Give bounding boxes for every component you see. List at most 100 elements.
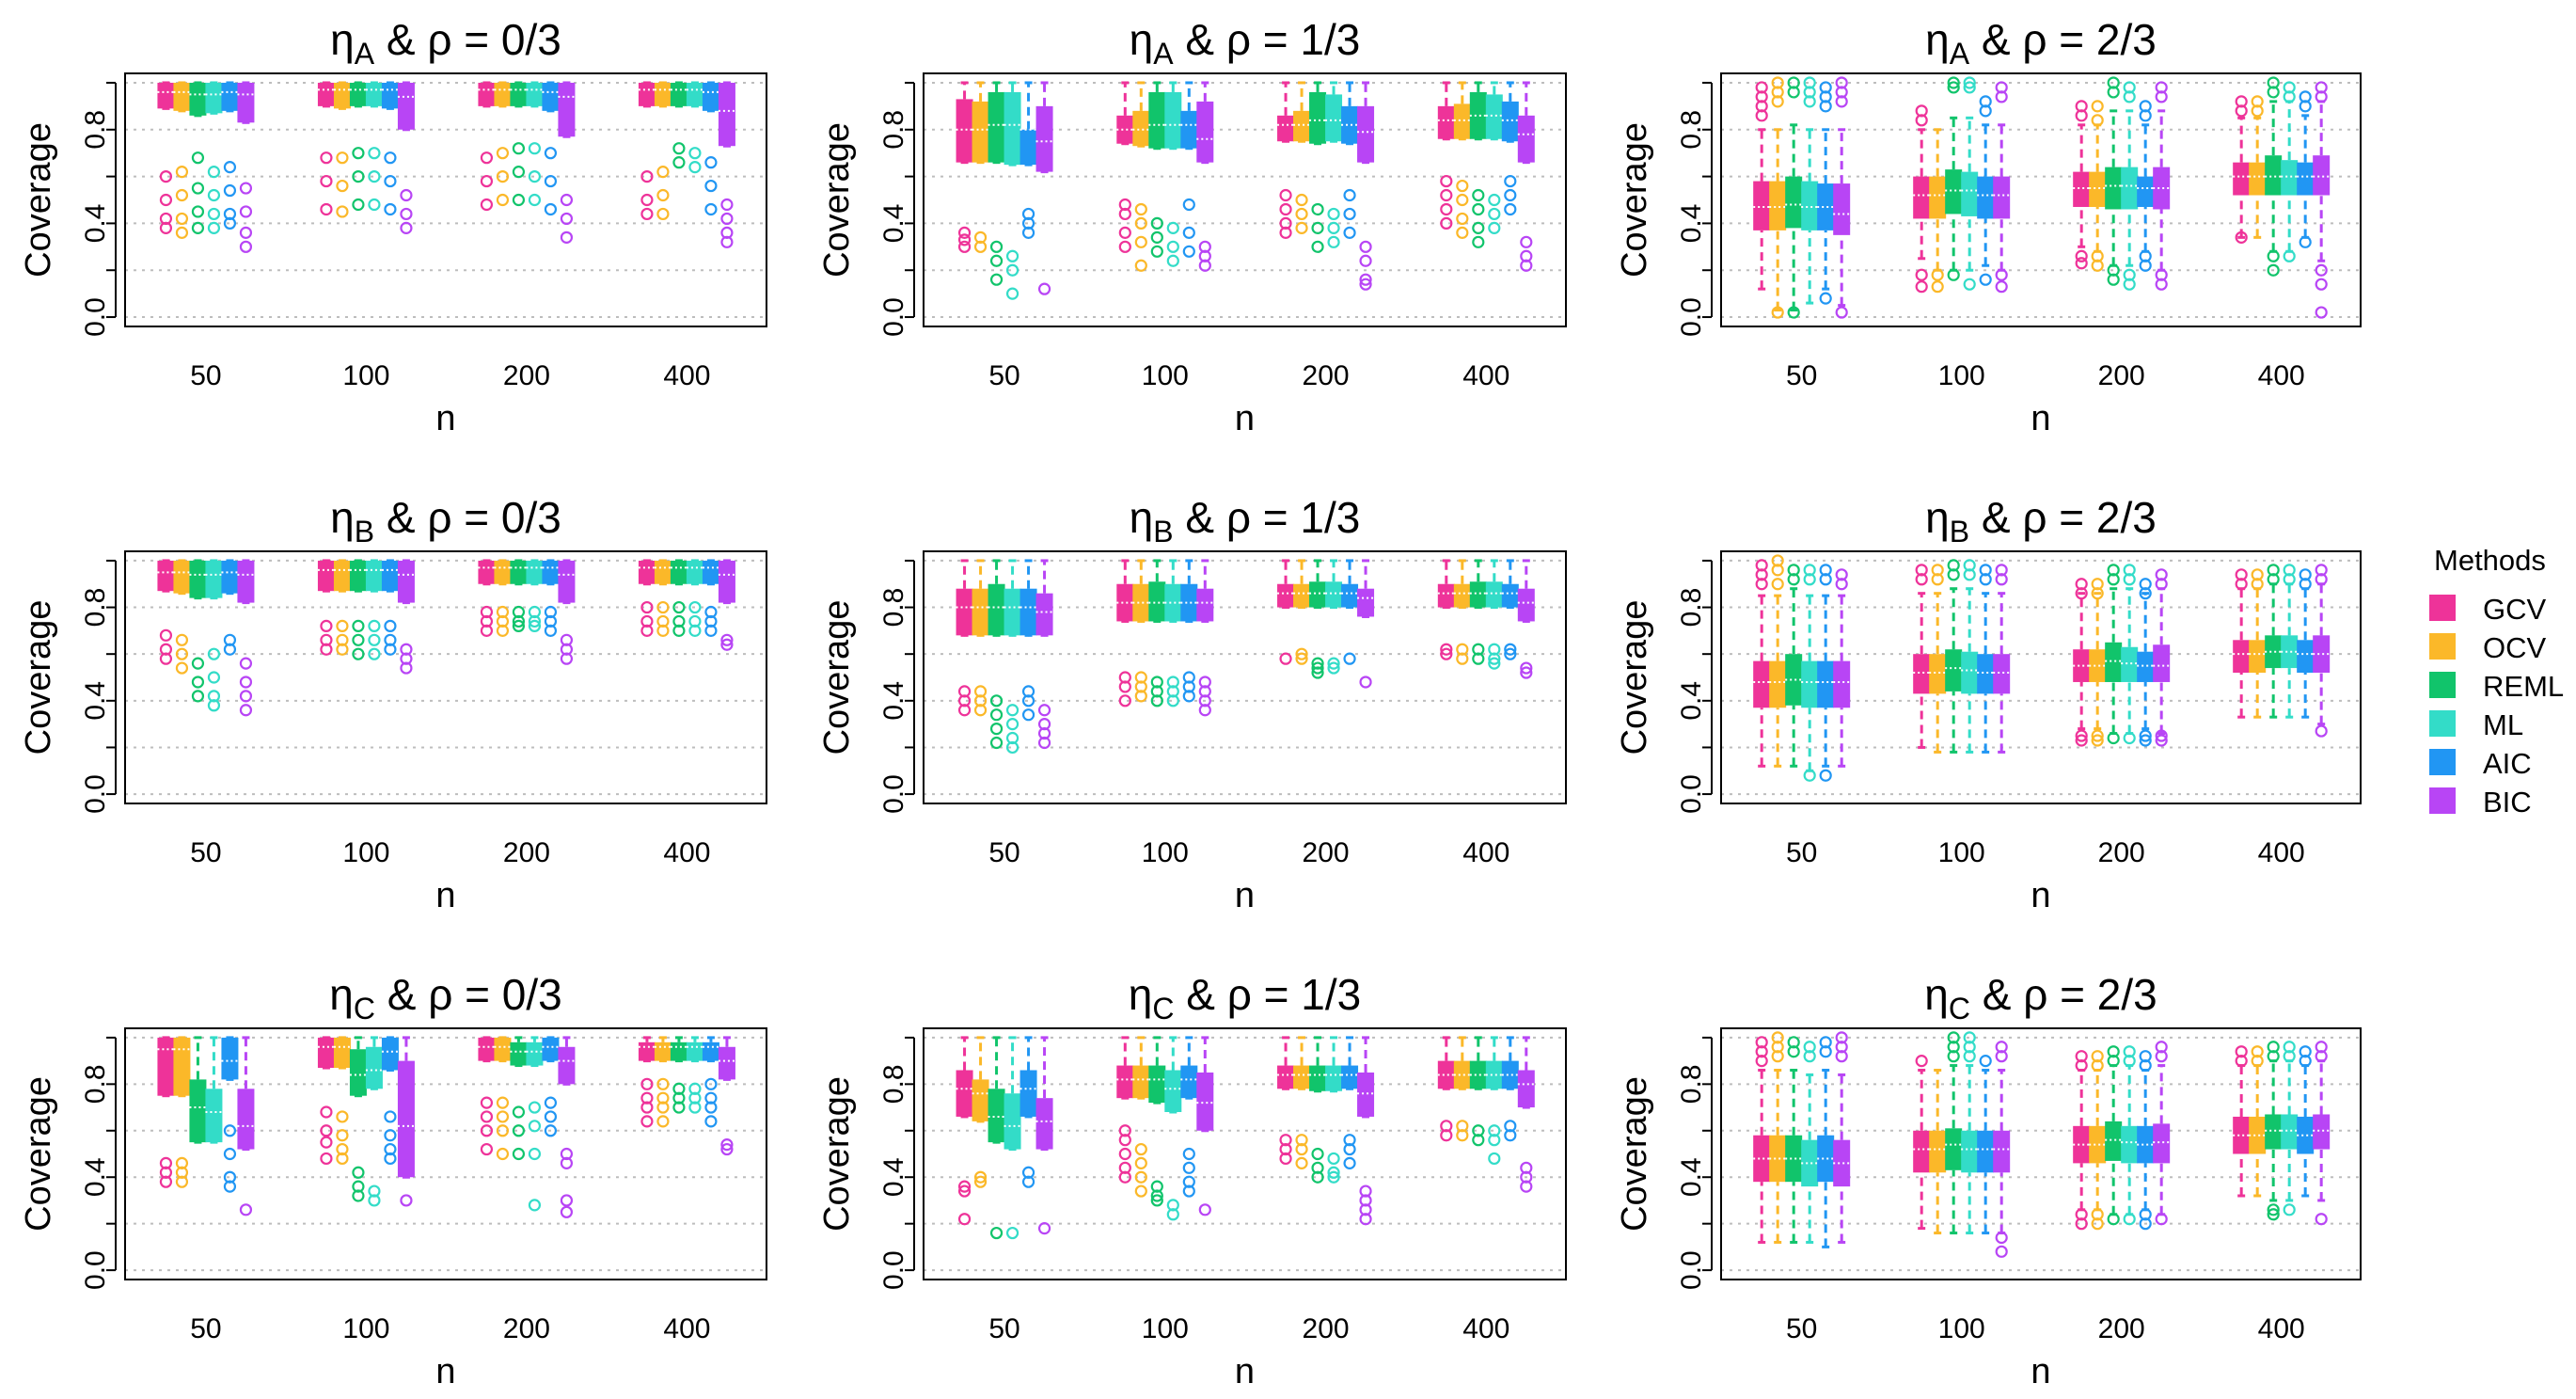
outlier-point xyxy=(1755,109,1768,122)
x-tick-label: 400 xyxy=(1462,837,1509,868)
outlier-point xyxy=(560,1194,574,1207)
outlier-point xyxy=(672,600,686,614)
box-body xyxy=(1019,1070,1037,1117)
box-body xyxy=(2121,646,2139,682)
box-ml-n200 xyxy=(1325,1036,1343,1184)
outlier-point xyxy=(2299,1045,2312,1058)
outlier-point xyxy=(1819,573,1832,586)
outlier-point xyxy=(1488,652,1501,665)
outlier-point xyxy=(1343,1134,1356,1147)
outlier-point xyxy=(1134,235,1147,248)
outlier-point xyxy=(512,166,526,179)
outlier-point xyxy=(400,188,413,202)
outlier-point xyxy=(2283,1203,2296,1216)
plot-frame xyxy=(1720,1027,2362,1280)
y-tick-label: 0.8 xyxy=(1676,1064,1707,1104)
y-tick-label: 0.0 xyxy=(1676,1250,1707,1290)
outlier-point xyxy=(2139,1217,2152,1231)
outlier-point xyxy=(1150,694,1163,707)
outlier-point xyxy=(656,1091,670,1105)
outlier-point xyxy=(159,652,173,665)
outlier-point xyxy=(1440,647,1453,660)
box-bic-n400 xyxy=(2313,564,2331,738)
box-body xyxy=(1180,583,1198,622)
legend-swatch-reml xyxy=(2429,672,2456,698)
outlier-point xyxy=(720,638,734,651)
outlier-point xyxy=(544,1110,558,1123)
outlier-point xyxy=(1359,1184,1372,1198)
box-ml-n50 xyxy=(205,81,223,234)
panel-etaC-rho-1-3: ηC & ρ = 1/3 0.0 0.4 0.8 Coverage 50 100 200 400… xyxy=(817,970,1567,1391)
box-aic-n50 xyxy=(1019,1036,1037,1188)
y-tick-label: 0.4 xyxy=(878,204,909,244)
box-body xyxy=(1180,1065,1198,1099)
box-body xyxy=(2073,1125,2091,1164)
box-bic-n400 xyxy=(1517,559,1535,679)
box-gcv-n100 xyxy=(317,1036,335,1166)
outlier-point xyxy=(2267,1050,2280,1063)
outlier-point xyxy=(544,1096,558,1109)
title-eta-subscript: B xyxy=(1153,515,1173,548)
y-tick-label: 0.0 xyxy=(878,774,909,814)
box-body xyxy=(670,1041,687,1061)
outlier-point xyxy=(352,1180,365,1193)
box-bic-n100 xyxy=(1196,81,1214,272)
box-body xyxy=(1913,176,1931,219)
panel-title: ηA & ρ = 1/3 xyxy=(1130,15,1361,71)
box-ml-n50 xyxy=(205,559,223,712)
x-tick-label: 50 xyxy=(1786,1313,1817,1344)
box-ocv-n100 xyxy=(333,1036,351,1166)
box-reml-n50 xyxy=(988,1036,1005,1240)
outlier-point xyxy=(320,1124,333,1137)
outlier-point xyxy=(560,193,574,207)
box-body xyxy=(381,560,399,592)
outlier-point xyxy=(957,233,972,246)
outlier-point xyxy=(1021,1166,1035,1179)
box-body xyxy=(237,82,255,123)
box-gcv-n200 xyxy=(1277,81,1295,239)
outlier-point xyxy=(1931,573,1944,586)
box-body xyxy=(1817,183,1835,231)
outlier-point xyxy=(1995,90,2008,103)
box-body xyxy=(1325,94,1343,142)
box-body xyxy=(686,560,703,584)
outlier-point xyxy=(656,1077,670,1090)
plot-frame xyxy=(923,72,1567,327)
box-ml-n200 xyxy=(2121,564,2139,745)
legend: Methods GCV OCV REML ML AIC BIC xyxy=(2429,544,2564,819)
box-ocv-n400 xyxy=(654,559,672,637)
outlier-point xyxy=(1520,666,1533,679)
x-tick-label: 200 xyxy=(2098,360,2145,391)
outlier-point xyxy=(496,1147,510,1161)
box-ocv-n200 xyxy=(494,81,512,207)
box-ml-n100 xyxy=(1961,1031,1979,1235)
box-ml-n400 xyxy=(1485,1036,1503,1166)
y-tick-label: 0.0 xyxy=(80,774,111,814)
box-ml-n100 xyxy=(1164,81,1182,267)
outlier-point xyxy=(989,736,1004,750)
title-eta: η xyxy=(329,970,354,1019)
box-gcv-n400 xyxy=(1437,81,1455,231)
outlier-point xyxy=(480,1142,494,1156)
outlier-point xyxy=(1963,1050,1976,1063)
outlier-point xyxy=(1803,95,1816,108)
outlier-point xyxy=(352,619,365,633)
box-body xyxy=(1785,176,1803,229)
box-body xyxy=(2313,1114,2331,1150)
box-ml-n100 xyxy=(365,81,383,212)
box-body xyxy=(2121,1125,2139,1164)
box-body xyxy=(2297,1116,2315,1154)
outlier-point xyxy=(496,1096,510,1109)
box-body xyxy=(1453,583,1471,608)
outlier-point xyxy=(528,169,542,183)
box-reml-n200 xyxy=(2105,76,2123,286)
box-aic-n100 xyxy=(1977,564,1995,754)
box-body xyxy=(2297,162,2315,196)
box-bic-n200 xyxy=(558,81,576,244)
x-tick-label: 50 xyxy=(1786,360,1817,391)
x-axis-label: n xyxy=(1235,1352,1255,1391)
legend-swatch-ocv xyxy=(2429,633,2456,660)
box-bic-n200 xyxy=(2153,568,2171,747)
outlier-point xyxy=(1995,573,2008,586)
outlier-point xyxy=(207,699,221,712)
